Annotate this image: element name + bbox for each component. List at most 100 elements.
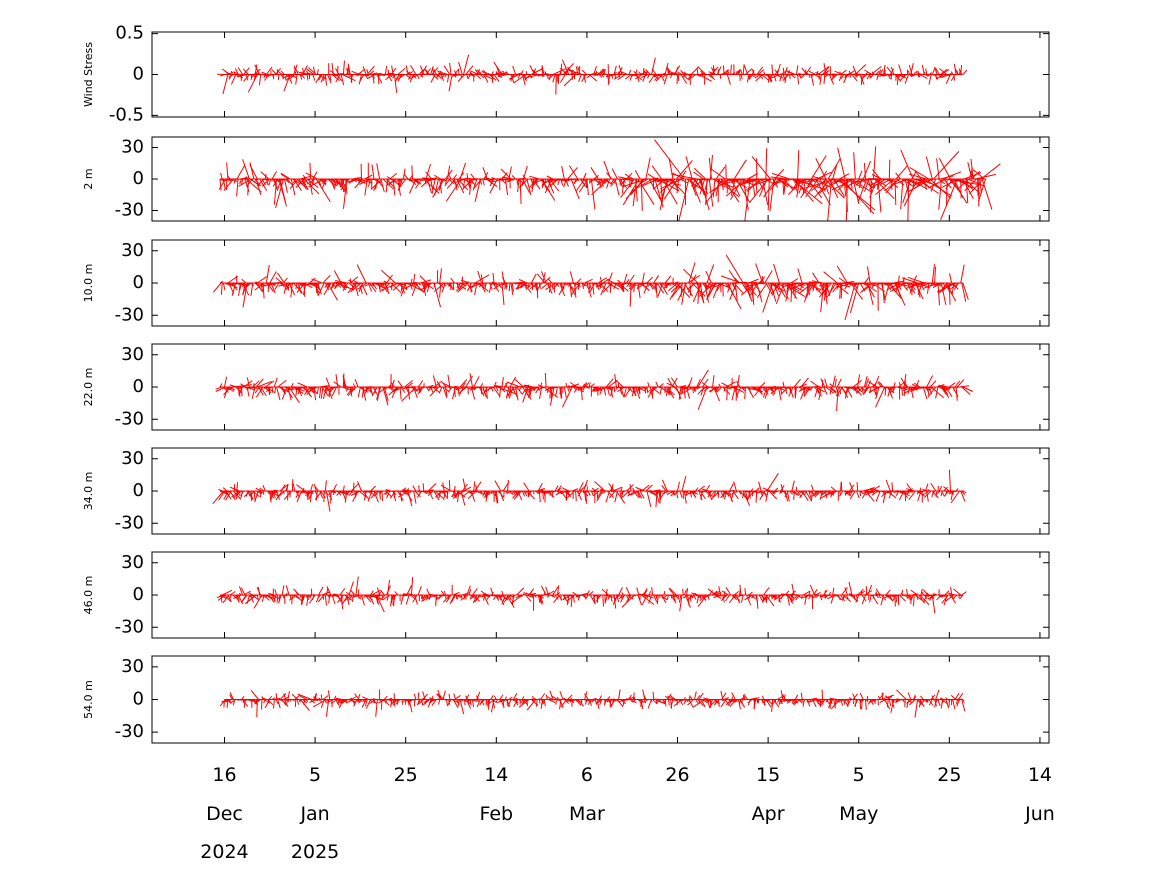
stick bbox=[802, 699, 805, 707]
stick bbox=[432, 178, 445, 198]
stick bbox=[757, 699, 760, 704]
stick bbox=[663, 590, 666, 596]
stick bbox=[575, 490, 577, 502]
y-tick-label: 0 bbox=[133, 480, 144, 501]
stick bbox=[541, 67, 544, 75]
stick bbox=[522, 174, 527, 180]
stick bbox=[946, 386, 952, 391]
stick bbox=[685, 156, 693, 180]
stick bbox=[510, 74, 515, 83]
stick bbox=[933, 151, 960, 180]
stick bbox=[762, 282, 774, 313]
stick bbox=[361, 594, 365, 606]
stick bbox=[614, 379, 624, 388]
stick bbox=[392, 699, 398, 706]
stick bbox=[563, 178, 567, 188]
stick bbox=[254, 699, 261, 705]
stick bbox=[427, 699, 433, 708]
stick bbox=[748, 74, 754, 79]
stick bbox=[577, 490, 582, 497]
stick bbox=[232, 490, 242, 499]
stick bbox=[563, 699, 570, 704]
stick bbox=[687, 699, 694, 706]
stick bbox=[355, 576, 359, 596]
stick bbox=[729, 483, 734, 492]
stick bbox=[311, 278, 323, 284]
stick bbox=[909, 699, 916, 706]
stick bbox=[865, 490, 875, 502]
stick bbox=[742, 178, 749, 211]
stick bbox=[480, 74, 485, 79]
stick bbox=[832, 164, 838, 180]
stick bbox=[250, 282, 254, 296]
stick bbox=[262, 485, 266, 492]
stick bbox=[819, 699, 824, 704]
stick bbox=[448, 74, 453, 92]
stick bbox=[646, 490, 652, 507]
stick bbox=[825, 282, 829, 298]
stick bbox=[410, 65, 417, 75]
stick bbox=[755, 178, 758, 193]
stick bbox=[925, 68, 928, 75]
stick bbox=[619, 490, 622, 497]
stick bbox=[930, 386, 944, 399]
stick bbox=[606, 178, 611, 189]
stick bbox=[263, 699, 266, 704]
stick bbox=[830, 594, 835, 604]
stick bbox=[838, 74, 843, 81]
stick bbox=[808, 70, 816, 75]
stick bbox=[830, 486, 837, 492]
panel-ylabel: 22.0 m bbox=[82, 368, 95, 407]
stick bbox=[340, 699, 349, 705]
stick bbox=[606, 386, 610, 396]
stick bbox=[476, 69, 482, 75]
stick bbox=[790, 594, 794, 602]
stick bbox=[527, 386, 539, 393]
stick bbox=[415, 386, 426, 392]
stick bbox=[729, 699, 737, 707]
stick bbox=[614, 74, 622, 80]
stick bbox=[694, 178, 703, 189]
stick bbox=[774, 282, 779, 290]
stick bbox=[316, 69, 319, 75]
stick bbox=[727, 282, 732, 293]
stick bbox=[664, 275, 672, 284]
stick bbox=[507, 699, 512, 707]
stick bbox=[643, 588, 648, 596]
stick bbox=[519, 178, 522, 204]
stick bbox=[277, 699, 281, 709]
stick bbox=[865, 699, 867, 710]
stick bbox=[691, 178, 697, 187]
stick bbox=[863, 386, 871, 391]
x-tick-month: Jan bbox=[299, 803, 329, 825]
stick bbox=[308, 178, 325, 188]
stick bbox=[954, 380, 961, 388]
stick bbox=[804, 386, 811, 396]
stick bbox=[583, 382, 590, 388]
stick bbox=[382, 594, 391, 601]
stick bbox=[653, 594, 658, 603]
stick bbox=[433, 282, 441, 308]
stick bbox=[651, 57, 656, 75]
stick bbox=[322, 695, 329, 700]
stick bbox=[294, 67, 299, 75]
stick bbox=[869, 386, 872, 393]
stick bbox=[247, 178, 249, 196]
stick bbox=[223, 490, 230, 500]
stick bbox=[332, 282, 335, 289]
stick bbox=[307, 67, 317, 75]
stick bbox=[698, 282, 715, 297]
stick bbox=[339, 699, 348, 704]
stick bbox=[925, 156, 933, 180]
stick bbox=[653, 275, 660, 284]
stick bbox=[575, 178, 586, 192]
stick bbox=[295, 74, 298, 85]
stick bbox=[595, 70, 597, 75]
stick bbox=[742, 490, 751, 506]
stick bbox=[406, 382, 413, 388]
stick bbox=[318, 586, 324, 596]
stick bbox=[934, 66, 938, 75]
stick bbox=[347, 594, 353, 602]
stick bbox=[945, 594, 955, 602]
